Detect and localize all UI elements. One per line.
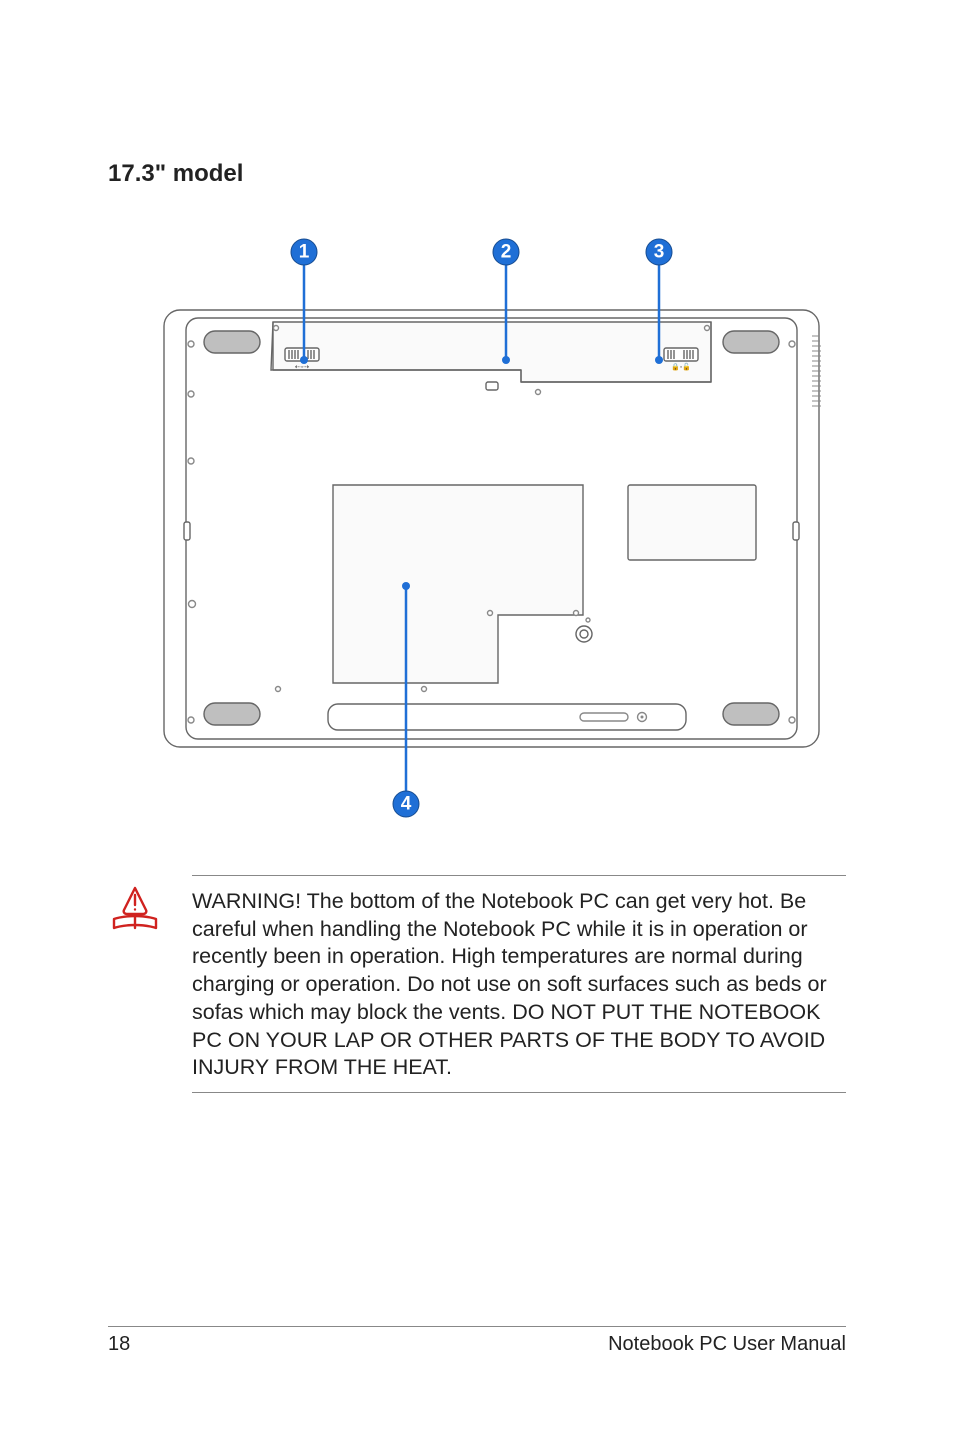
page-footer: 18 Notebook PC User Manual [108, 1326, 846, 1356]
callout-label-4: 4 [401, 794, 412, 815]
svg-text:⇠◦⇢: ⇠◦⇢ [295, 364, 309, 371]
page-number: 18 [108, 1333, 130, 1356]
warning-block: WARNING! The bottom of the Notebook PC c… [108, 875, 846, 1093]
warning-icon [108, 883, 162, 942]
model-heading: 17.3" model [108, 160, 846, 188]
callout-label-3: 3 [654, 242, 665, 263]
callout-label-1: 1 [299, 242, 310, 263]
svg-text:🔒◦🔓: 🔒◦🔓 [671, 362, 691, 371]
bottom-view-diagram: ⇠◦⇢ 🔒◦🔓 [108, 234, 846, 819]
manual-title: Notebook PC User Manual [608, 1333, 846, 1356]
callout-label-2: 2 [501, 242, 512, 263]
warning-text: WARNING! The bottom of the Notebook PC c… [192, 888, 846, 1082]
